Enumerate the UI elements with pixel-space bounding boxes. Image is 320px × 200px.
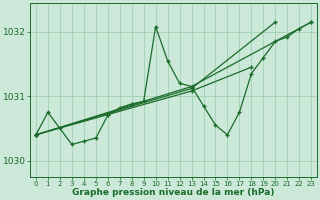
X-axis label: Graphe pression niveau de la mer (hPa): Graphe pression niveau de la mer (hPa) — [72, 188, 275, 197]
